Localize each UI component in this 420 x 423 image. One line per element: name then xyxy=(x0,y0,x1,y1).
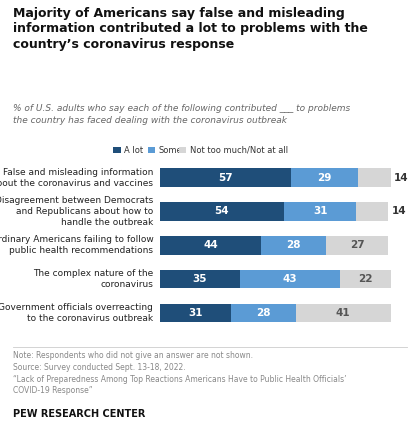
Bar xyxy=(160,270,241,288)
Text: 41: 41 xyxy=(336,308,351,318)
Bar xyxy=(284,202,356,221)
Text: PEW RESEARCH CENTER: PEW RESEARCH CENTER xyxy=(13,409,145,419)
Bar xyxy=(291,168,358,187)
Text: 57: 57 xyxy=(218,173,233,183)
Text: A lot: A lot xyxy=(124,146,144,155)
Text: Disagreement between Democrats
and Republicans about how to
handle the outbreak: Disagreement between Democrats and Repub… xyxy=(0,196,153,227)
Bar xyxy=(358,168,391,187)
Text: 14: 14 xyxy=(392,206,407,217)
Text: The complex nature of the
coronavirus: The complex nature of the coronavirus xyxy=(33,269,153,289)
Bar xyxy=(356,202,388,221)
Text: Not too much/Not at all: Not too much/Not at all xyxy=(190,146,288,155)
Bar xyxy=(296,304,391,322)
Text: Ordinary Americans failing to follow
public health recommendations: Ordinary Americans failing to follow pub… xyxy=(0,235,153,255)
Bar xyxy=(326,236,388,255)
Text: % of U.S. adults who say each of the following contributed ___ to problems
the c: % of U.S. adults who say each of the fol… xyxy=(13,104,350,125)
Text: 14: 14 xyxy=(394,173,409,183)
Text: Note: Respondents who did not give an answer are not shown.
Source: Survey condu: Note: Respondents who did not give an an… xyxy=(13,351,346,396)
Text: 28: 28 xyxy=(256,308,271,318)
Text: 31: 31 xyxy=(313,206,328,217)
Text: 22: 22 xyxy=(358,274,373,284)
Bar xyxy=(160,236,261,255)
Text: Some: Some xyxy=(159,146,182,155)
Text: False and misleading information
about the coronavirus and vaccines: False and misleading information about t… xyxy=(0,168,153,188)
Text: 44: 44 xyxy=(203,240,218,250)
Bar xyxy=(241,270,340,288)
Bar xyxy=(160,202,284,221)
Text: 31: 31 xyxy=(188,308,203,318)
Bar xyxy=(160,168,291,187)
Bar xyxy=(261,236,326,255)
Bar xyxy=(160,304,231,322)
Text: Government officials overreacting
to the coronavirus outbreak: Government officials overreacting to the… xyxy=(0,303,153,323)
Text: 29: 29 xyxy=(318,173,332,183)
Text: 27: 27 xyxy=(350,240,365,250)
Text: 35: 35 xyxy=(193,274,207,284)
Bar xyxy=(340,270,391,288)
Text: 54: 54 xyxy=(215,206,229,217)
Bar xyxy=(231,304,296,322)
Text: 43: 43 xyxy=(283,274,297,284)
Text: Majority of Americans say false and misleading
information contributed a lot to : Majority of Americans say false and misl… xyxy=(13,7,368,51)
Text: 28: 28 xyxy=(286,240,301,250)
